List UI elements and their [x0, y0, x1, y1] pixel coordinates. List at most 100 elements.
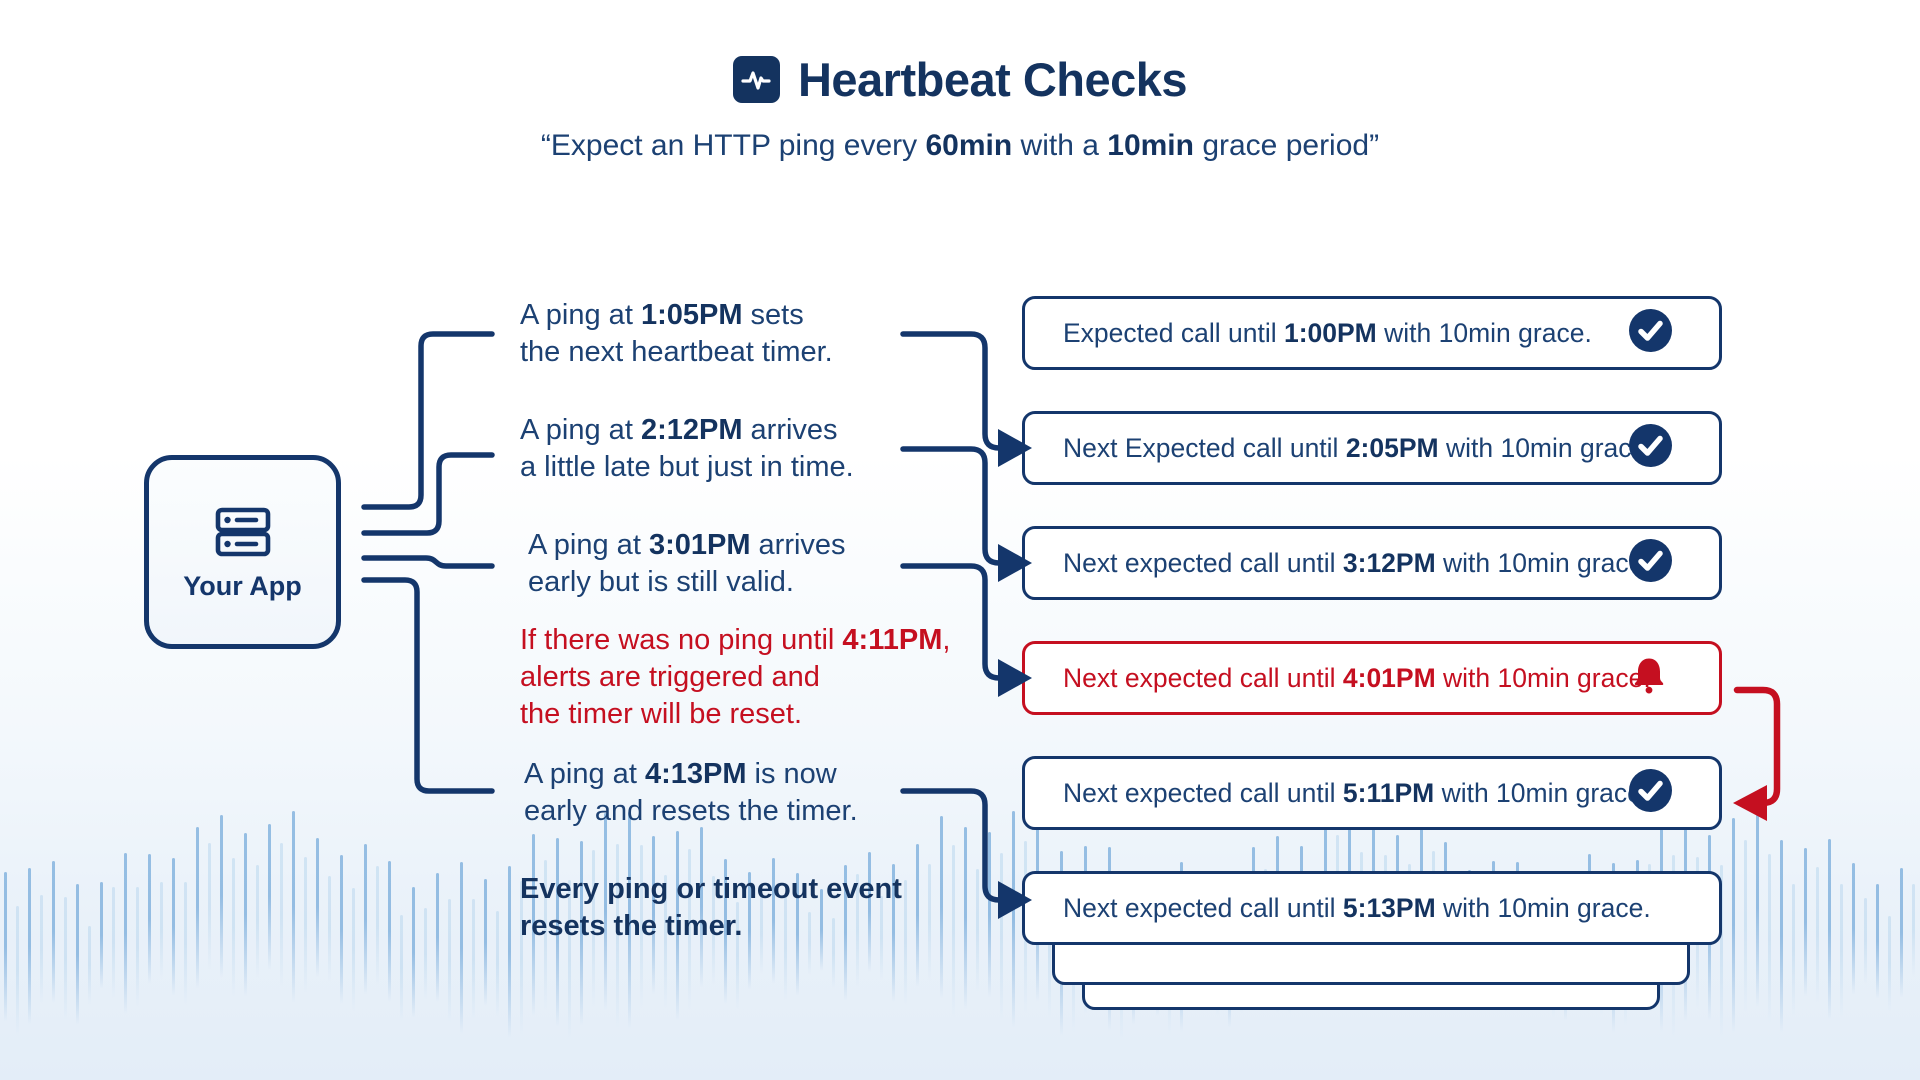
connector-app-to-label5 [361, 577, 495, 794]
waveform-line [496, 910, 499, 1018]
your-app-card: Your App [144, 455, 341, 649]
status-box-text: Next expected call until 5:11PM with 10m… [1063, 777, 1650, 808]
waveform-line [400, 915, 403, 1023]
connector-app-to-label2 [361, 452, 495, 536]
waveform-line [340, 855, 343, 1005]
ping-label-2: A ping at 2:12PM arrives a little late bu… [520, 414, 854, 483]
ping-label-5: A ping at 4:13PM is now early and resets … [524, 758, 858, 827]
check-circle-icon [1629, 539, 1672, 587]
waveform-line [220, 815, 223, 979]
waveform-line [232, 858, 235, 998]
waveform-line [904, 880, 907, 1005]
waveform-line [1744, 840, 1747, 1012]
waveform-line [472, 899, 475, 1021]
waveform-line [1768, 854, 1771, 1025]
waveform-line [940, 816, 943, 1000]
waveform-line [1900, 867, 1903, 998]
status-box-5: Next expected call until 5:11PM with 10m… [1022, 756, 1722, 830]
waveform-line [40, 895, 43, 1004]
connector-app-to-label3 [361, 555, 495, 569]
waveform-line [352, 887, 355, 1012]
waveform-line [316, 838, 319, 977]
waveform-line [76, 883, 79, 1026]
bell-icon [1629, 655, 1669, 702]
waveform-line [976, 868, 979, 993]
waveform-line [448, 899, 451, 1024]
waveform-line [244, 832, 247, 998]
status-box-4: Next expected call until 4:01PM with 10m… [1022, 641, 1722, 715]
waveform-line [112, 886, 115, 999]
waveform-line [28, 868, 31, 1026]
check-circle-icon [1629, 309, 1672, 357]
waveform-line [304, 856, 307, 994]
waveform-line [460, 862, 463, 1035]
status-box-text: Next expected call until 5:13PM with 10m… [1063, 892, 1651, 923]
waveform-line [412, 886, 415, 1018]
waveform-line [328, 876, 331, 983]
connector-label1-to-box2 [900, 331, 1005, 451]
connector-alert-reset [1733, 686, 1781, 807]
waveform-line [1804, 848, 1807, 998]
waveform-line [1780, 839, 1783, 1033]
waveform-line [1888, 916, 1891, 1011]
waveform-line [136, 887, 139, 1007]
status-box-text: Expected call until 1:00PM with 10min gr… [1063, 317, 1592, 348]
waveform-line [1840, 883, 1843, 1018]
connector-label2-to-box3 [900, 446, 1005, 566]
waveform-line [1756, 810, 1759, 1007]
waveform-line [4, 872, 7, 1023]
connector-app-to-label1 [361, 331, 495, 510]
waveform-line [160, 882, 163, 980]
waveform-line [1828, 838, 1831, 1021]
page-subtitle: “Expect an HTTP ping every 60min with a … [540, 129, 1380, 162]
waveform-line [292, 811, 295, 1004]
waveform-line [1792, 884, 1795, 1017]
check-circle-icon [1629, 769, 1672, 817]
status-box-text: Next expected call until 4:01PM with 10m… [1063, 662, 1651, 693]
waveform-line [1852, 862, 1855, 995]
waveform-line [484, 878, 487, 1007]
check-circle-icon [1629, 424, 1672, 472]
waveform-line [928, 863, 931, 981]
ping-label-3: A ping at 3:01PM arrives early but is sti… [528, 529, 846, 598]
waveform-line [376, 865, 379, 986]
waveform-line [16, 906, 19, 1037]
waveform-line [52, 860, 55, 1004]
page-title: Heartbeat Checks [797, 53, 1188, 106]
waveform-line [508, 865, 511, 1038]
waveform-line [280, 842, 283, 988]
waveform-line [196, 827, 199, 989]
status-box-3: Next expected call until 3:12PM with 10m… [1022, 526, 1722, 600]
status-box-text: Next Expected call until 2:05PM with 10m… [1063, 432, 1654, 463]
waveform-line [1000, 852, 1003, 1021]
status-box-text: Next expected call until 3:12PM with 10m… [1063, 547, 1651, 578]
waveform-line [424, 907, 427, 1001]
waveform-line [916, 844, 919, 987]
waveform-line [964, 827, 967, 1010]
connector-label5-to-box6 [900, 788, 1005, 903]
waveform-line [268, 823, 271, 971]
waveform-line [88, 926, 91, 1005]
your-app-label: Your App [183, 570, 302, 601]
ping-label-4: If there was no ping until 4:11PM, alerts… [520, 624, 951, 730]
waveform-line [172, 858, 175, 997]
waveform-line [256, 865, 259, 978]
waveform-line [1876, 884, 1879, 999]
waveform-line [1912, 884, 1915, 977]
waveform-line [208, 842, 211, 972]
heartbeat-pulse-icon [732, 56, 780, 103]
status-box-1: Expected call until 1:00PM with 10min gr… [1022, 296, 1722, 370]
ping-label-6: Every ping or timeout event resets the ti… [520, 873, 902, 942]
waveform-line [1732, 818, 1735, 1033]
waveform-line [364, 844, 367, 996]
waveform-line [148, 854, 151, 985]
server-icon [215, 507, 270, 556]
waveform-line [64, 897, 67, 1022]
waveform-line [1816, 867, 1819, 1003]
status-box-2: Next Expected call until 2:05PM with 10m… [1022, 411, 1722, 485]
waveform-line [388, 860, 391, 1003]
waveform-line [1864, 898, 1867, 985]
waveform-line [952, 844, 955, 1017]
waveform-line [1012, 810, 1015, 1029]
